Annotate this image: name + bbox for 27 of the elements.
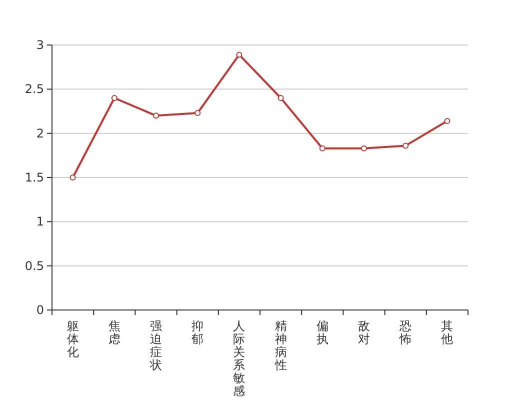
point xyxy=(236,52,242,58)
x-tick-label: 敌对 xyxy=(358,319,370,346)
y-tick-label: 0.5 xyxy=(24,258,44,273)
point xyxy=(278,95,284,101)
x-tick-label: 偏执 xyxy=(316,319,328,346)
y-tick-label: 2.5 xyxy=(24,82,44,96)
x-tick-label: 精神病性 xyxy=(274,319,287,372)
x-tick-label: 强迫症状 xyxy=(149,319,162,372)
y-tick-label: 1 xyxy=(36,214,44,229)
y-tick-label: 1.5 xyxy=(24,170,44,184)
point xyxy=(319,145,326,152)
y-tick-label: 3 xyxy=(36,38,44,52)
x-tick-label: 恐怖 xyxy=(398,319,412,346)
x-tick-label: 人际关系敏感 xyxy=(233,319,246,398)
y-tick-label: 0 xyxy=(36,303,44,317)
x-tick-label: 焦虑 xyxy=(108,319,120,346)
point xyxy=(194,110,201,116)
y-tick-label: 2 xyxy=(36,126,44,140)
point xyxy=(153,112,159,119)
x-tick-label: 抑郁 xyxy=(192,319,204,346)
point xyxy=(444,118,450,124)
point xyxy=(361,145,367,152)
x-tick-label: 其他 xyxy=(441,319,454,346)
point xyxy=(70,174,76,180)
x-tick-label: 躯体化 xyxy=(66,319,79,359)
point xyxy=(402,142,409,149)
point xyxy=(111,95,118,101)
